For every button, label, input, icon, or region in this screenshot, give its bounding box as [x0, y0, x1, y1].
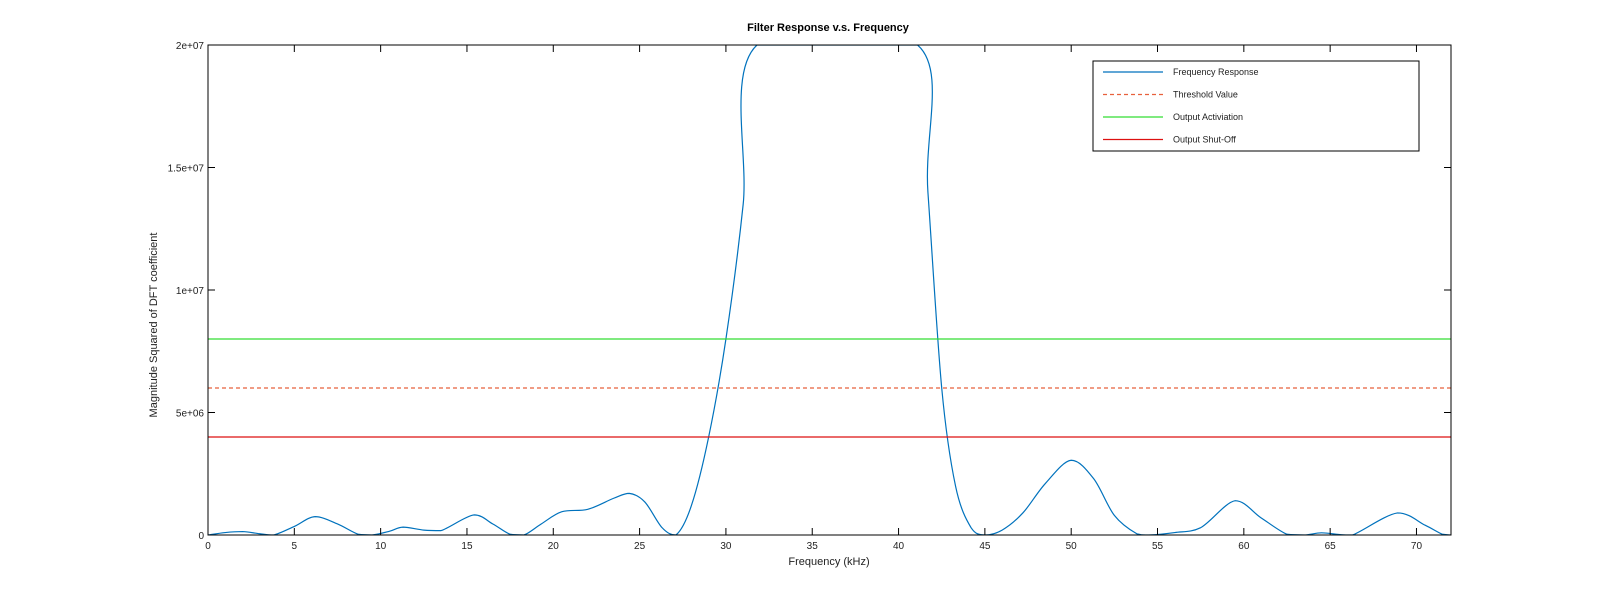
legend: Frequency Response Threshold Value Output …: [1092, 60, 1420, 152]
legend-label: Output Shut-Off: [1173, 135, 1236, 145]
y-tick-label: 5e+06: [176, 409, 205, 420]
x-tick-label: 55: [1152, 541, 1164, 552]
x-tick-label: 25: [634, 541, 646, 552]
x-axis-label: Frequency (kHz): [788, 556, 869, 568]
legend-label: Frequency Response: [1173, 67, 1259, 77]
x-tick-label: 5: [292, 541, 298, 552]
legend-label: Output Activiation: [1173, 112, 1243, 122]
legend-box: [1092, 60, 1420, 152]
x-tick-label: 70: [1411, 541, 1423, 552]
x-tick-label: 35: [807, 541, 819, 552]
x-tick-label: 30: [720, 541, 732, 552]
x-tick-label: 50: [1066, 541, 1078, 552]
series-line-frequency-response: [208, 45, 1451, 535]
y-tick-label: 1e+07: [176, 286, 205, 297]
chart-title: Filter Response v.s. Frequency: [747, 22, 910, 34]
series-layer: [208, 45, 1451, 535]
y-axis-label: Magnitude Squared of DFT coefficient: [148, 233, 160, 418]
x-tick-label: 0: [205, 541, 211, 552]
y-tick-label: 0: [198, 531, 204, 542]
x-tick-label: 45: [979, 541, 991, 552]
x-tick-label: 40: [893, 541, 905, 552]
y-tick-label: 1.5e+07: [168, 164, 205, 175]
legend-label: Threshold Value: [1173, 90, 1238, 100]
y-tick-label: 2e+07: [176, 41, 205, 52]
x-tick-label: 10: [375, 541, 387, 552]
ticks-layer: 0 5 10 15 20 25 30 35 40 45 50 55 60 65 70 0 5e+06 1e+07 1…: [168, 41, 1451, 552]
x-tick-label: 20: [548, 541, 560, 552]
x-tick-label: 65: [1325, 541, 1337, 552]
x-tick-label: 60: [1238, 541, 1250, 552]
x-tick-label: 15: [461, 541, 473, 552]
